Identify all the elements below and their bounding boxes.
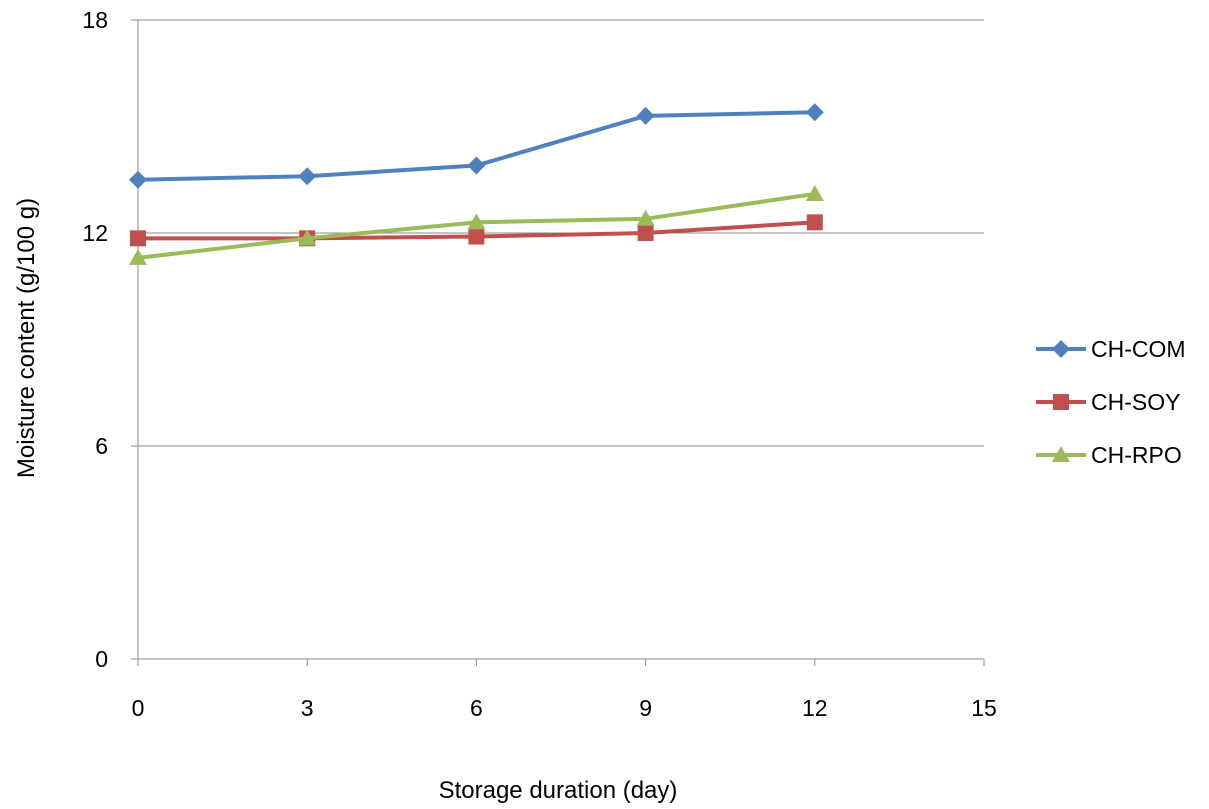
y-tick-label-6: 6 (95, 433, 108, 459)
legend-item-ch-com: CH-COM (1036, 336, 1186, 362)
legend-item-ch-soy: CH-SOY (1036, 389, 1180, 415)
x-tick-label-9: 9 (639, 695, 652, 721)
y-tick-label-12: 12 (82, 220, 108, 246)
data-point-ch-com-6 (467, 156, 486, 175)
x-tick-label-6: 6 (470, 695, 483, 721)
legend-marker-ch-soy (1053, 394, 1069, 410)
legend-marker-ch-com (1052, 340, 1070, 358)
x-axis-title: Storage duration (day) (439, 777, 678, 804)
x-tick-label-12: 12 (802, 695, 828, 721)
axes (131, 19, 985, 666)
data-point-ch-rpo-9 (636, 209, 655, 226)
legend-marker-ch-rpo (1052, 446, 1070, 462)
series-ch-com (129, 103, 824, 189)
data-point-ch-rpo-12 (805, 184, 824, 201)
data-point-ch-com-0 (129, 170, 147, 189)
data-point-ch-rpo-6 (467, 213, 486, 230)
x-tick-label-3: 3 (301, 695, 314, 721)
data-point-ch-com-12 (805, 103, 824, 122)
y-axis-title: Moisture content (g/100 g) (13, 198, 40, 478)
x-tick-label-0: 0 (132, 695, 145, 721)
x-tick-label-15: 15 (971, 695, 997, 721)
legend-label-ch-com: CH-COM (1091, 336, 1186, 362)
data-point-ch-soy-0 (130, 230, 146, 247)
data-point-ch-rpo-0 (129, 248, 147, 265)
tick-labels: 0 6 12 18 0 3 6 9 12 15 (82, 7, 996, 721)
legend-item-ch-rpo: CH-RPO (1036, 442, 1182, 468)
data-point-ch-soy-12 (806, 214, 823, 231)
data-point-ch-rpo-3 (298, 229, 317, 246)
data-point-ch-com-9 (636, 106, 655, 125)
legend: CH-COM CH-SOY CH-RPO (1036, 336, 1186, 468)
series-ch-rpo (129, 184, 824, 265)
y-tick-label-18: 18 (82, 7, 108, 33)
data-point-ch-soy-6 (468, 228, 485, 245)
y-tick-label-0: 0 (95, 646, 108, 672)
series-lines (129, 103, 824, 265)
legend-label-ch-rpo: CH-RPO (1091, 442, 1182, 468)
data-point-ch-soy-9 (637, 225, 654, 241)
legend-label-ch-soy: CH-SOY (1091, 389, 1180, 415)
data-point-ch-com-3 (298, 167, 317, 186)
